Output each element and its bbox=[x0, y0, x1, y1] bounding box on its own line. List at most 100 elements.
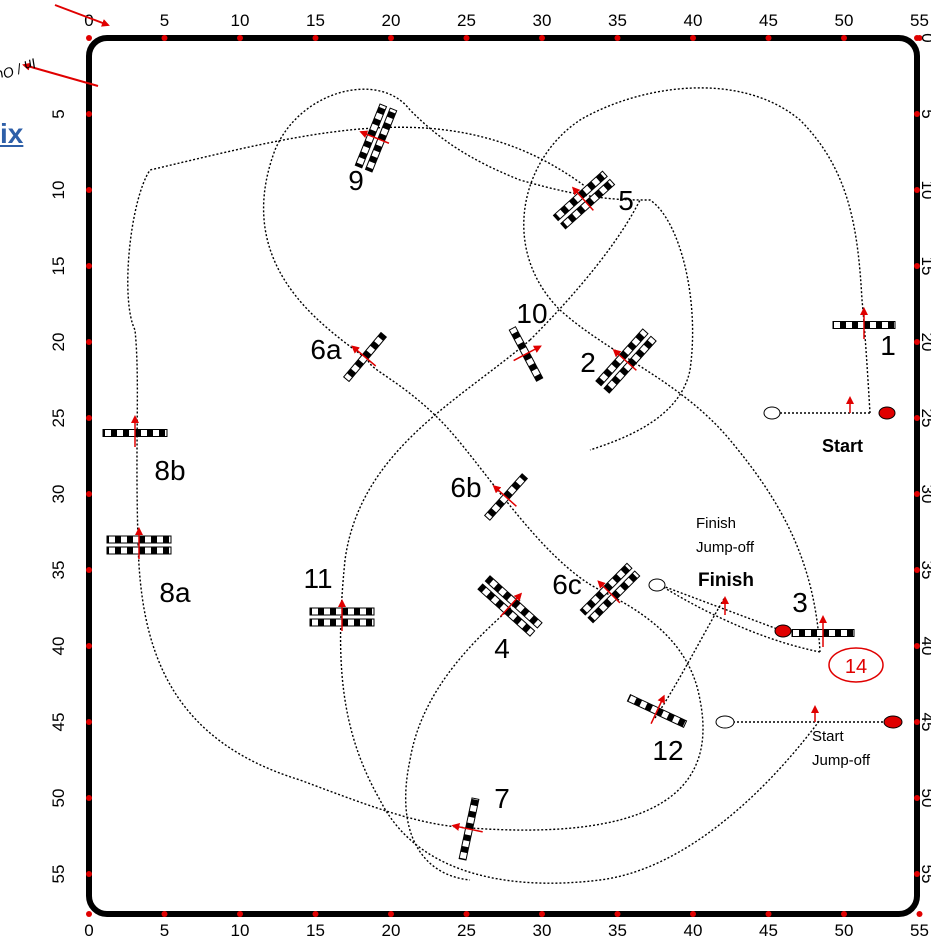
obstacle-3 bbox=[791, 615, 855, 647]
right-tick-mark bbox=[914, 719, 920, 725]
right-tick-label: 40 bbox=[918, 637, 931, 656]
right-tick-label: 5 bbox=[918, 109, 931, 118]
bottom-tick-label: 0 bbox=[84, 921, 93, 940]
bottom-tick-label: 10 bbox=[231, 921, 250, 940]
obstacle-6a bbox=[342, 331, 388, 383]
left-tick-label: 30 bbox=[49, 485, 68, 504]
top-tick-label: 10 bbox=[231, 11, 250, 30]
right-tick-label: 45 bbox=[918, 713, 931, 732]
top-tick-label: 55 bbox=[910, 11, 929, 30]
left-tick-label: 50 bbox=[49, 789, 68, 808]
right-tick-mark bbox=[914, 643, 920, 649]
bottom-tick-mark bbox=[841, 911, 847, 917]
jump-direction-arrow bbox=[612, 348, 637, 371]
top-tick-mark bbox=[161, 35, 168, 41]
obstacle-6c bbox=[579, 562, 641, 624]
jump-direction-arrow bbox=[359, 130, 390, 144]
bottom-tick-label: 45 bbox=[759, 921, 778, 940]
right-tick-label: 55 bbox=[918, 865, 931, 884]
left-tick-label: 55 bbox=[49, 865, 68, 884]
top-tick-mark bbox=[86, 35, 92, 41]
top-tick-mark bbox=[841, 35, 847, 41]
finish-jumpoff-label: Finish Jump-off bbox=[696, 515, 755, 556]
top-tick-mark bbox=[539, 35, 545, 41]
left-tick-mark bbox=[86, 263, 92, 269]
obstacle-11 bbox=[309, 599, 375, 631]
left-tick-mark bbox=[86, 187, 92, 193]
top-tick-label: 45 bbox=[759, 11, 778, 30]
bottom-tick-label: 30 bbox=[533, 921, 552, 940]
bottom-tick-mark bbox=[463, 911, 470, 917]
start-jumpoff-label: Start Jump-off bbox=[812, 728, 871, 769]
bottom-tick-mark bbox=[312, 911, 319, 917]
obstacle-number-label: 12 bbox=[652, 735, 683, 766]
obstacle-number-label: 1 bbox=[880, 330, 896, 361]
bottom-tick-label: 55 bbox=[910, 921, 929, 940]
right-scale: 0 5 10 15 20 25 30 35 40 45 50 55 bbox=[914, 33, 931, 883]
left-tick-mark bbox=[86, 643, 92, 649]
jump-direction-arrow bbox=[351, 345, 377, 367]
jump-direction-arrow bbox=[597, 580, 621, 604]
top-tick-mark bbox=[237, 35, 243, 41]
arena-size-badge: 14 bbox=[828, 647, 884, 683]
obstacle-number-label: 6b bbox=[450, 472, 481, 503]
top-tick-mark bbox=[614, 35, 621, 41]
left-tick-mark bbox=[86, 871, 92, 877]
bottom-tick-mark bbox=[237, 911, 243, 917]
obstacle-8b bbox=[102, 415, 168, 447]
obstacle-5 bbox=[552, 170, 616, 230]
jump-direction-arrow bbox=[513, 345, 542, 362]
right-tick-mark bbox=[914, 415, 920, 421]
left-tick-label: 45 bbox=[49, 713, 68, 732]
right-tick-label: 30 bbox=[918, 485, 931, 504]
start-label: Start bbox=[822, 436, 863, 456]
bottom-tick-label: 20 bbox=[382, 921, 401, 940]
left-tick-mark bbox=[86, 567, 92, 573]
top-tick-mark bbox=[312, 35, 319, 41]
obstacle-7 bbox=[451, 797, 483, 861]
top-tick-label: 40 bbox=[684, 11, 703, 30]
finish-line: Finish Jump-off Finish bbox=[648, 515, 792, 638]
obstacle-8a bbox=[106, 527, 172, 559]
right-tick-label: 20 bbox=[918, 333, 931, 352]
top-tick-label: 35 bbox=[608, 11, 627, 30]
jump-direction-arrow bbox=[571, 186, 594, 211]
bottom-tick-mark bbox=[86, 911, 92, 917]
right-tick-mark bbox=[914, 111, 920, 117]
top-tick-mark bbox=[388, 35, 394, 41]
right-tick-mark bbox=[914, 795, 920, 801]
top-tick-label: 25 bbox=[457, 11, 476, 30]
bottom-tick-mark bbox=[388, 911, 394, 917]
start-jumpoff-line: Start Jump-off bbox=[715, 705, 903, 769]
finish-label: Finish bbox=[698, 570, 754, 591]
obstacle-number-label: 3 bbox=[792, 587, 808, 618]
jump-direction-arrow bbox=[492, 484, 517, 507]
obstacle-number-label: 7 bbox=[494, 783, 510, 814]
left-tick-mark bbox=[86, 795, 92, 801]
obstacle-number-label: 10 bbox=[516, 298, 547, 329]
top-tick-label: 50 bbox=[835, 11, 854, 30]
bottom-tick-label: 5 bbox=[160, 921, 169, 940]
obstacle-number-label: 2 bbox=[580, 347, 596, 378]
obstacle-9 bbox=[354, 103, 398, 173]
right-tick-label: 50 bbox=[918, 789, 931, 808]
obstacle-number-label: 8a bbox=[159, 577, 191, 608]
top-tick-label: 30 bbox=[533, 11, 552, 30]
top-tick-label: 20 bbox=[382, 11, 401, 30]
obstacle-number-label: 4 bbox=[494, 633, 510, 664]
top-tick-label: 5 bbox=[160, 11, 169, 30]
obstacle-number-label: 6a bbox=[310, 334, 342, 365]
right-tick-mark bbox=[914, 339, 920, 345]
left-tick-mark bbox=[86, 491, 92, 497]
left-tick-mark bbox=[86, 415, 92, 421]
bottom-tick-label: 50 bbox=[835, 921, 854, 940]
right-tick-mark bbox=[914, 871, 920, 877]
bottom-tick-mark bbox=[614, 911, 621, 917]
top-tick-mark bbox=[765, 35, 772, 41]
bottom-tick-label: 25 bbox=[457, 921, 476, 940]
bottom-tick-mark bbox=[161, 911, 168, 917]
bottom-tick-label: 40 bbox=[684, 921, 703, 940]
right-tick-label: 15 bbox=[918, 257, 931, 276]
right-tick-mark bbox=[914, 263, 920, 269]
